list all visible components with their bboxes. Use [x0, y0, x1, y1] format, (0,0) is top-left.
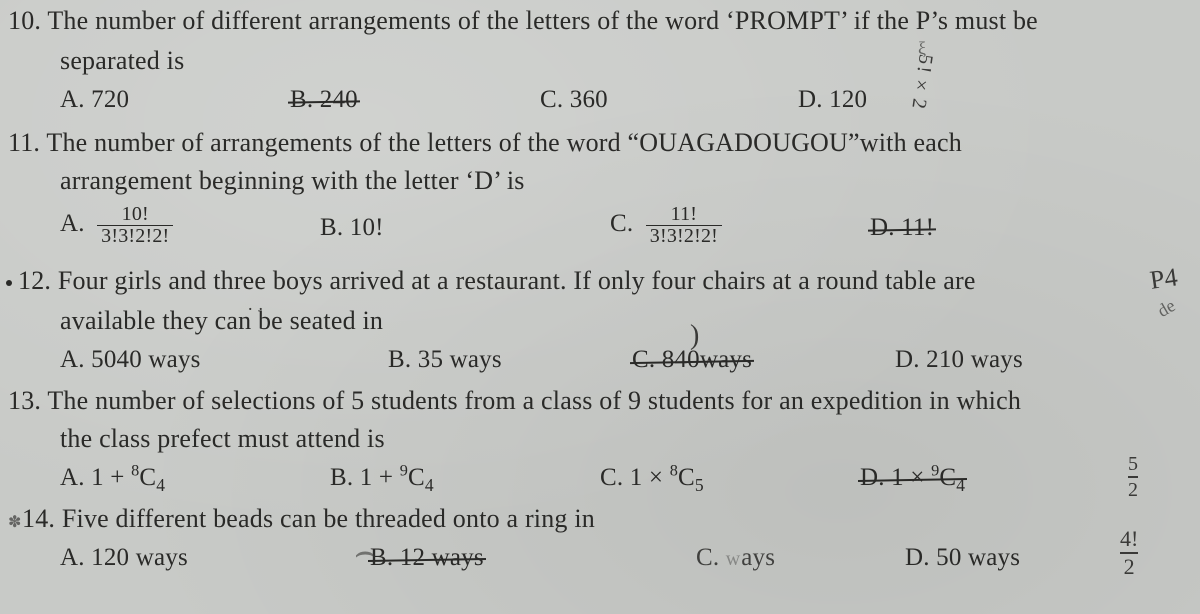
ann-14-d: 2: [1120, 556, 1138, 578]
q13-optA: A. 1 + 8C4: [60, 464, 165, 492]
ann-13-n: 5: [1128, 454, 1138, 474]
q13-A-pre: A. 1 +: [60, 464, 131, 491]
q12-optD: D. 210 ways: [895, 346, 1023, 374]
q13-optC: C. 1 × 8C5: [600, 464, 704, 492]
q11-optB: B. 10!: [320, 214, 384, 242]
q14-C-smudge: ᴡ: [726, 548, 741, 570]
q11-text1: The number of arrangements of the letter…: [46, 128, 962, 157]
q13-B-pre: B. 1 +: [330, 464, 400, 491]
q11-optD: D. 11!: [870, 214, 934, 242]
q13-D-pre: D. 1 ×: [860, 464, 931, 491]
q13-optB: B. 1 + 9C4: [330, 464, 434, 492]
ann-13-d: 2: [1128, 480, 1138, 500]
q14-line1: 14. Five different beads can be threaded…: [22, 504, 595, 534]
q11-line1: 11. The number of arrangements of the le…: [8, 128, 962, 158]
q13-B-sup: 9: [400, 462, 408, 480]
annotation-p4: P4: [1148, 262, 1179, 296]
q13-line1: 13. The number of selections of 5 studen…: [8, 386, 1021, 416]
q13-A-sub: 4: [156, 475, 165, 495]
q13-B-sub: 4: [425, 475, 434, 495]
q11-optD-strike: D. 11!: [870, 214, 934, 242]
q13-C-sub: 5: [695, 475, 704, 495]
q10-optC: C. 360: [540, 86, 608, 114]
q13-C-pre: C. 1 ×: [600, 464, 670, 491]
q11-optA: A. 10! 3!3!2!2!: [60, 204, 173, 247]
annotation-squiggle-icon: ξ: [918, 38, 926, 59]
q10-number: 10.: [8, 6, 41, 35]
q10-line2: separated is: [60, 46, 184, 76]
q11-optA-label: A.: [60, 210, 85, 237]
q13-optD: D. 1 × 9C4: [860, 464, 965, 492]
annotation-arc-icon: ⌢: [354, 534, 376, 572]
q13-number: 13.: [8, 386, 41, 415]
q13-C-base: C: [678, 464, 695, 491]
q13-C-sup: 8: [670, 462, 678, 480]
q14-optB-strike: B. 12 ways: [370, 544, 484, 572]
exam-page: 10. The number of different arrangements…: [0, 0, 1200, 614]
q13-line2: the class prefect must attend is: [60, 424, 385, 454]
q14-optB: B. 12 ways: [370, 544, 484, 572]
q10-optA: A. 720: [60, 86, 129, 114]
annotation-tick-icon: ✽: [8, 512, 21, 532]
q11-line2: arrangement beginning with the letter ‘D…: [60, 166, 525, 196]
q11-optC: C. 11! 3!3!2!2!: [610, 204, 722, 247]
q12-line1: 12. Four girls and three boys arrived at…: [18, 266, 976, 296]
q13-D-base: C: [939, 464, 956, 491]
q14-optC: C. ᴡays: [696, 544, 775, 572]
q11-C-num: 11!: [646, 204, 722, 225]
q14-C-rest: ays: [741, 544, 775, 571]
divider-icon: [1128, 476, 1138, 478]
q10-optB-strike: B. 240: [290, 86, 358, 114]
q11-optC-label: C.: [610, 210, 633, 237]
q13-text1: The number of selections of 5 students f…: [47, 386, 1021, 415]
q12-line2: available they can be seated in: [60, 306, 383, 336]
q11-A-den: 3!3!2!2!: [97, 225, 173, 247]
q12-optB: B. 35 ways: [388, 346, 502, 374]
q11-C-den: 3!3!2!2!: [646, 225, 722, 247]
q14-number: 14.: [22, 504, 55, 533]
q10-text1: The number of different arrangements of …: [47, 6, 1038, 35]
q11-optA-frac: 10! 3!3!2!2!: [97, 204, 173, 247]
q10-optD: D. 120: [798, 86, 867, 114]
annotation-frac-4fac-2: 4! 2: [1120, 528, 1138, 579]
q13-optD-strike: D. 1 × 9C4: [860, 464, 965, 492]
annotation-5fac-x2: 5!×2: [906, 53, 937, 112]
q14-optD: D. 50 ways: [905, 544, 1020, 572]
ann-14-n: 4!: [1120, 528, 1138, 550]
q12-optA: A. 5040 ways: [60, 346, 201, 374]
q11-number: 11.: [8, 128, 40, 157]
annotation-paren-icon: ): [690, 320, 699, 352]
q11-A-num: 10!: [97, 204, 173, 225]
q12-number: 12.: [18, 266, 51, 295]
bullet-icon: [6, 280, 12, 286]
q13-A-base: C: [139, 464, 156, 491]
q14-C-pre: C.: [696, 544, 726, 571]
annotation-scribble-icon: de: [1154, 295, 1179, 322]
annotation-frac-5-2: 5 2: [1128, 454, 1138, 501]
q13-B-base: C: [408, 464, 425, 491]
q14-text: Five different beads can be threaded ont…: [62, 504, 595, 533]
q13-D-sub: 4: [956, 475, 965, 495]
q11-optC-frac: 11! 3!3!2!2!: [646, 204, 722, 247]
q10-optB: B. 240: [290, 86, 358, 114]
q10-line1: 10. The number of different arrangements…: [8, 6, 1038, 36]
q12-text1: Four girls and three boys arrived at a r…: [58, 266, 976, 295]
q14-optA: A. 120 ways: [60, 544, 188, 572]
